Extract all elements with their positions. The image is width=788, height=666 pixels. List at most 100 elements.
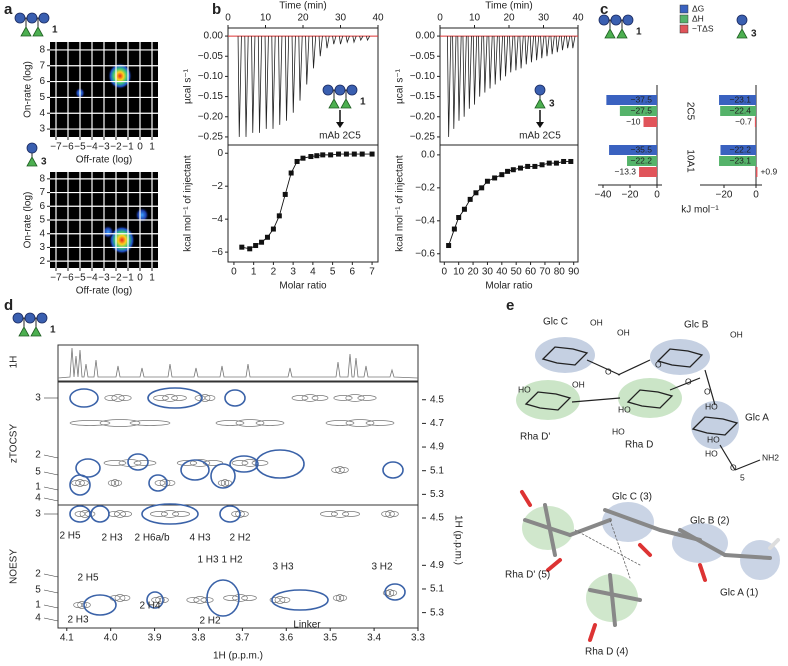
value-label: −13.3 (615, 166, 637, 176)
glycan-icon (736, 14, 748, 39)
rha-symbol (30, 326, 42, 337)
injection-peak (478, 36, 483, 97)
stick (698, 563, 707, 582)
injection-peak (571, 35, 576, 49)
x-tick-label: 0 (225, 13, 231, 24)
data-point (320, 152, 326, 158)
value-label: −35.5 (630, 144, 652, 154)
glycan-label: 1 (50, 325, 56, 336)
contour (120, 511, 132, 517)
contour (186, 597, 200, 603)
bond (669, 377, 701, 391)
glc-symbol (26, 142, 38, 154)
rha-symbol (604, 28, 616, 39)
glc-symbol (534, 84, 546, 96)
panel-label: e (506, 297, 514, 314)
row-leader (43, 604, 59, 609)
y-axis-title: µcal s⁻¹ (183, 68, 194, 104)
injection-peak (332, 35, 337, 45)
contour (119, 595, 131, 601)
data-point (484, 178, 490, 184)
injection-peak (535, 36, 540, 61)
residue-shade-3d (740, 540, 780, 580)
data-point (546, 160, 552, 166)
contour (301, 394, 319, 402)
injection-peak (509, 36, 514, 73)
contour (103, 460, 127, 466)
contour (171, 395, 187, 401)
data-point (553, 160, 559, 166)
bond (586, 359, 621, 376)
fit-line (448, 161, 571, 246)
glc-symbol (736, 14, 748, 26)
injection-peak (493, 36, 498, 85)
stick (520, 490, 532, 507)
y-tick-label: 5 (39, 215, 45, 226)
rha-symbol (616, 28, 628, 39)
x-tick-label: −4 (86, 142, 98, 153)
ring (524, 391, 572, 411)
glycan-label: 1 (52, 25, 58, 36)
stick (768, 538, 780, 550)
group-label: 2C5 (684, 102, 695, 121)
x-tick-label: 90 (568, 267, 580, 278)
contour (241, 595, 257, 601)
stick (574, 529, 641, 566)
atom-label: HO (618, 404, 631, 414)
y-tick-label: 5 (39, 92, 45, 103)
data-point (525, 163, 531, 169)
bond (734, 459, 761, 471)
injection-peak (540, 36, 545, 59)
row-leader (43, 497, 59, 502)
contour (231, 460, 249, 466)
panel-label: a (4, 1, 13, 18)
data-point (314, 153, 320, 159)
data-point (479, 185, 485, 191)
data-point (492, 175, 498, 181)
legend-swatch (679, 24, 689, 34)
y-tick-label: 4 (39, 108, 45, 119)
x-tick-label: 30 (482, 267, 494, 278)
row-leader (43, 573, 59, 578)
glc-symbol (14, 12, 26, 24)
contour (199, 394, 211, 402)
atom-label: O (655, 359, 662, 369)
arrow-head (536, 122, 544, 128)
glycan-icon (322, 84, 358, 109)
y-tick-label: −0.4 (415, 215, 435, 226)
contour (345, 394, 365, 402)
heat-spot (102, 225, 114, 239)
rha-symbol (18, 326, 30, 337)
y-tick-label: 0.00 (416, 31, 436, 42)
data-point (343, 151, 349, 157)
y-tick-label: −0.6 (415, 248, 435, 259)
contour (75, 479, 85, 487)
data-point (539, 162, 545, 168)
value-label: −10 (626, 116, 641, 126)
residue-label-3d: Glc B (2) (690, 516, 729, 527)
contour (388, 590, 398, 596)
panel-label: d (4, 297, 13, 314)
peak-annotation: 3 H2 (371, 562, 393, 573)
y-axis-title: On-rate (log) (23, 61, 34, 118)
glycan-icon (14, 12, 50, 37)
contour (118, 395, 132, 401)
peak-annotation: 2 H2 (199, 616, 221, 627)
atom-label: NH2 (762, 452, 779, 462)
atom-label: O (730, 462, 737, 472)
contour (325, 420, 355, 426)
contour (333, 395, 353, 401)
glycan-icon (598, 14, 634, 39)
heat-spot (108, 62, 132, 90)
rha-symbol (20, 26, 32, 37)
x-tick-label: 3.9 (148, 633, 162, 644)
contour (155, 596, 165, 604)
assignment-circle (271, 589, 329, 611)
y-tick-label: −0.20 (198, 111, 224, 122)
bar (639, 167, 658, 177)
injection-peak (524, 36, 529, 65)
data-point (505, 168, 511, 174)
assignment-circle (69, 474, 91, 496)
data-point (239, 244, 245, 250)
y-tick-label: −0.10 (410, 71, 436, 82)
